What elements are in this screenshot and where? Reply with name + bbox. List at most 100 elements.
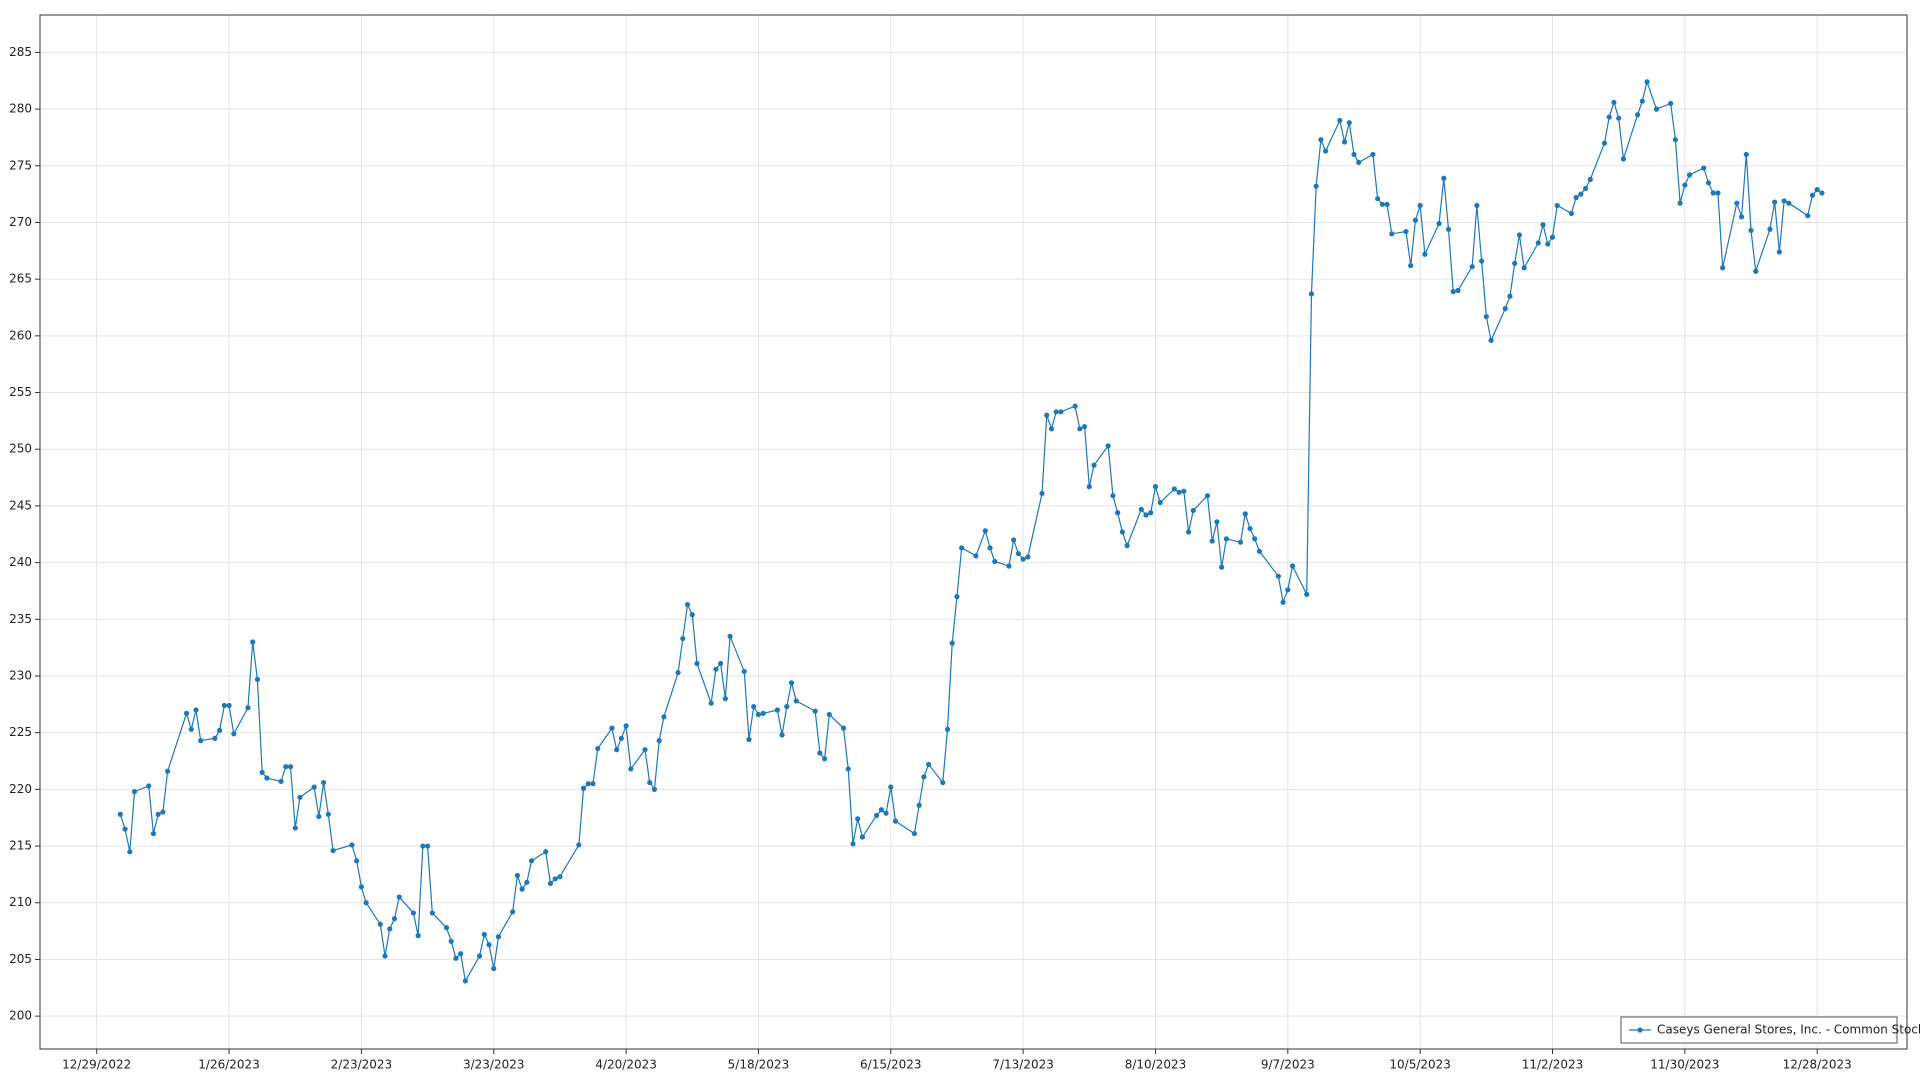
x-tick-label: 12/29/2022 (62, 1058, 131, 1072)
data-point (1507, 293, 1513, 299)
x-tick-label: 2/23/2023 (331, 1058, 393, 1072)
data-point (1214, 519, 1220, 525)
x-tick-label: 12/28/2023 (1783, 1058, 1852, 1072)
data-point (1389, 231, 1395, 237)
data-point (1786, 200, 1792, 206)
data-point (1190, 507, 1196, 514)
x-tick-label: 11/2/2023 (1522, 1058, 1584, 1072)
data-point (311, 784, 317, 790)
data-point (1516, 232, 1523, 238)
data-point (396, 894, 402, 900)
data-point (292, 825, 298, 831)
data-point (117, 811, 123, 817)
data-point (1521, 265, 1527, 271)
data-point (1384, 201, 1390, 207)
data-point (1417, 202, 1423, 209)
data-point (1540, 222, 1546, 228)
y-tick-label: 250 (9, 442, 32, 456)
data-point (647, 779, 653, 786)
data-point (231, 731, 237, 737)
data-point (1677, 200, 1683, 206)
data-point (1138, 506, 1144, 512)
data-point (410, 910, 416, 916)
data-point (618, 735, 624, 741)
data-point (160, 809, 166, 815)
data-point (1403, 228, 1409, 235)
data-point (888, 784, 894, 790)
data-point (1370, 151, 1376, 158)
data-point (1653, 106, 1660, 112)
data-point (1767, 226, 1773, 232)
y-tick-label: 275 (9, 158, 32, 172)
data-point (1110, 493, 1116, 499)
data-point (1450, 289, 1456, 295)
data-point (614, 747, 620, 753)
data-point (1058, 409, 1064, 415)
data-point (1048, 426, 1055, 432)
data-point (476, 953, 483, 959)
data-point (1039, 490, 1045, 497)
y-tick-label: 225 (9, 725, 32, 739)
data-point (973, 553, 979, 559)
data-point (1252, 536, 1258, 542)
data-point (850, 841, 856, 847)
data-point (1323, 148, 1329, 154)
data-point (1148, 510, 1154, 516)
data-point (1601, 140, 1608, 146)
data-point (1809, 192, 1816, 198)
data-point (1219, 564, 1225, 570)
legend: Caseys General Stores, Inc. - Common Sto… (1620, 1016, 1920, 1044)
data-point (727, 633, 733, 639)
data-point (1304, 591, 1310, 597)
data-point (751, 704, 757, 710)
data-point (226, 702, 232, 709)
data-point (1587, 176, 1593, 182)
data-point (1644, 79, 1650, 85)
x-tick-label: 5/18/2023 (728, 1058, 790, 1072)
y-tick-label: 245 (9, 498, 32, 512)
data-point (1077, 426, 1083, 432)
data-point (788, 680, 795, 686)
data-point (1445, 226, 1452, 232)
data-point (424, 843, 431, 849)
data-point (949, 640, 955, 646)
data-point (1441, 175, 1447, 181)
data-point (1772, 199, 1778, 205)
data-point (1020, 556, 1026, 562)
data-point (283, 764, 289, 770)
plot-area (40, 15, 1907, 1049)
data-point (1753, 268, 1759, 274)
y-tick-label: 205 (9, 952, 32, 966)
data-point (812, 708, 818, 714)
x-tick-label: 9/7/2023 (1261, 1058, 1315, 1072)
data-point (684, 601, 691, 608)
data-point (1247, 525, 1253, 532)
data-point (1143, 512, 1149, 518)
y-tick-label: 220 (9, 782, 32, 796)
data-point (1237, 539, 1244, 545)
x-tick-label: 3/23/2023 (463, 1058, 525, 1072)
data-point (1474, 202, 1480, 209)
data-point (320, 779, 327, 786)
x-tick-label: 4/20/2023 (595, 1058, 657, 1072)
data-point (1072, 403, 1078, 409)
data-point (316, 813, 322, 820)
data-point (1639, 98, 1645, 104)
data-point (746, 736, 752, 743)
data-point (1157, 499, 1163, 506)
data-point (217, 727, 223, 734)
data-point (377, 921, 383, 927)
data-point (1776, 249, 1782, 255)
data-point (1715, 190, 1721, 196)
data-point (188, 726, 194, 732)
data-point (1289, 563, 1296, 569)
data-point (1748, 227, 1754, 234)
data-point (1091, 462, 1097, 468)
data-point (1535, 240, 1541, 246)
data-point (1611, 99, 1617, 105)
data-point (1634, 112, 1641, 118)
data-point (1351, 151, 1357, 158)
data-point (1616, 115, 1622, 121)
data-point (822, 756, 828, 762)
series-line (119, 79, 1823, 983)
